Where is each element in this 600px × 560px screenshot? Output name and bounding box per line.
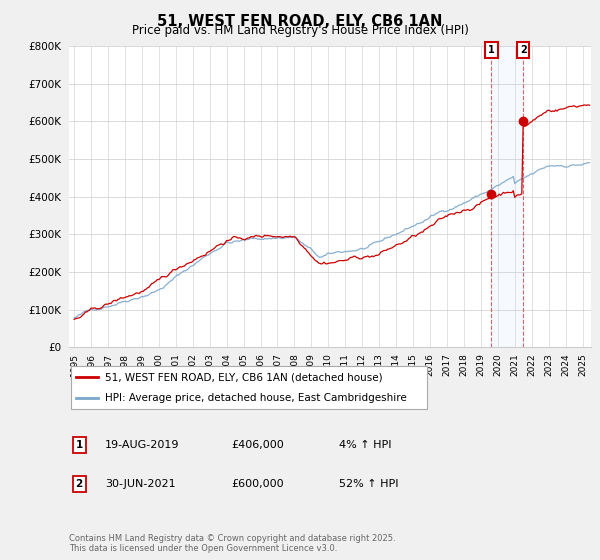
Text: Price paid vs. HM Land Registry's House Price Index (HPI): Price paid vs. HM Land Registry's House …: [131, 24, 469, 36]
Text: 30-JUN-2021: 30-JUN-2021: [105, 479, 176, 489]
Text: 52% ↑ HPI: 52% ↑ HPI: [339, 479, 398, 489]
Text: 2: 2: [76, 479, 83, 489]
Text: 4% ↑ HPI: 4% ↑ HPI: [339, 440, 391, 450]
Text: Contains HM Land Registry data © Crown copyright and database right 2025.
This d: Contains HM Land Registry data © Crown c…: [69, 534, 395, 553]
Text: HPI: Average price, detached house, East Cambridgeshire: HPI: Average price, detached house, East…: [105, 393, 407, 403]
Text: 1: 1: [488, 45, 495, 55]
Text: 1: 1: [76, 440, 83, 450]
Text: 2: 2: [520, 45, 527, 55]
FancyBboxPatch shape: [71, 366, 427, 409]
Bar: [491, 46, 523, 347]
Text: 51, WEST FEN ROAD, ELY, CB6 1AN (detached house): 51, WEST FEN ROAD, ELY, CB6 1AN (detache…: [105, 372, 383, 382]
Text: £600,000: £600,000: [231, 479, 284, 489]
Text: 19-AUG-2019: 19-AUG-2019: [105, 440, 179, 450]
Text: £406,000: £406,000: [231, 440, 284, 450]
Text: 51, WEST FEN ROAD, ELY, CB6 1AN: 51, WEST FEN ROAD, ELY, CB6 1AN: [157, 14, 443, 29]
